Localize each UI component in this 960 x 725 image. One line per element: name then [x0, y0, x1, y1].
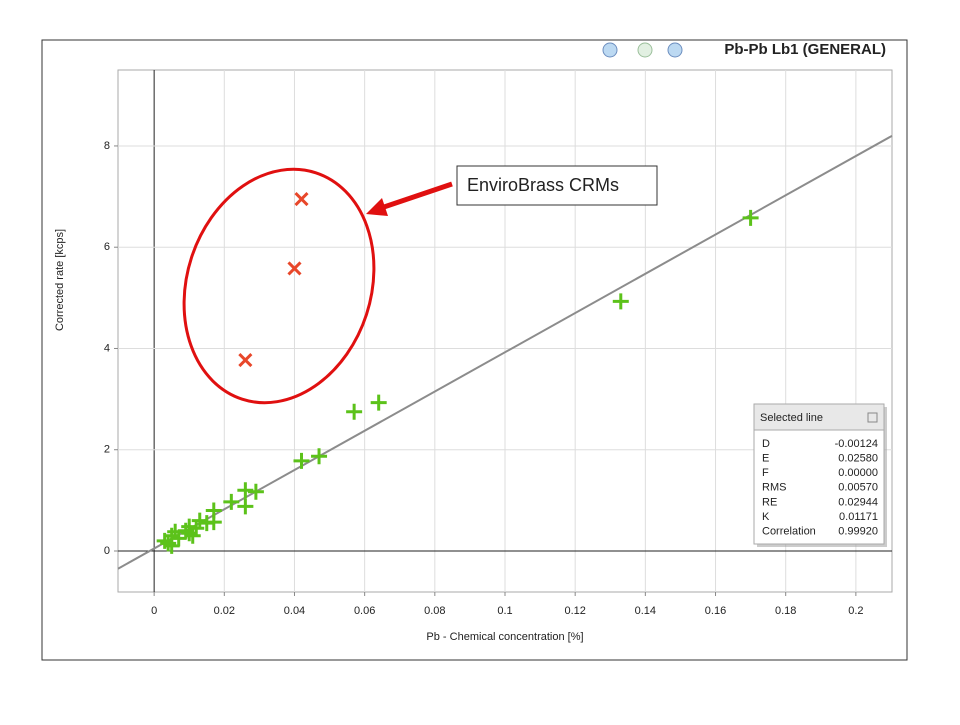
y-tick-label: 4: [104, 342, 110, 354]
y-tick-label: 0: [104, 545, 110, 557]
panel-value: 0.01171: [839, 511, 878, 523]
point: [287, 261, 302, 276]
panel-button[interactable]: [867, 412, 878, 423]
y-axis-label: Corrected rate [kcps]: [54, 229, 66, 331]
zoom-reset[interactable]: [667, 42, 683, 58]
panel-title: Selected line: [760, 412, 823, 424]
zoom-out[interactable]: [637, 42, 653, 58]
x-tick-label: 0.12: [564, 605, 585, 617]
annotation-box: [456, 165, 658, 206]
panel-label: Correlation: [762, 526, 816, 538]
point: [294, 192, 309, 207]
highlight-ellipse: [182, 167, 376, 405]
panel-value: 0.00000: [838, 467, 878, 479]
panel-value: 0.99920: [838, 526, 878, 538]
point: [163, 537, 180, 554]
point: [170, 530, 187, 547]
panel-label: K: [762, 511, 770, 523]
point: [370, 394, 387, 411]
panel-value: 0.02580: [838, 453, 878, 465]
arrow-shaft: [377, 181, 453, 212]
x-tick-label: 0.02: [214, 605, 235, 617]
x-tick-label: 0.08: [424, 605, 445, 617]
y-tick-label: 6: [104, 241, 110, 253]
point: [247, 483, 264, 500]
zoom-in[interactable]: [602, 42, 618, 58]
point: [184, 527, 201, 544]
point: [742, 209, 759, 226]
panel-label: D: [762, 438, 770, 450]
point: [198, 515, 215, 532]
x-tick-label: 0.06: [354, 605, 375, 617]
panel-label: RMS: [762, 482, 786, 494]
point: [181, 525, 198, 542]
panel-value: 0.02944: [838, 496, 878, 508]
panel-header: [753, 403, 885, 431]
x-tick-label: 0.04: [284, 605, 305, 617]
panel-value: 0.00570: [838, 482, 878, 494]
x-tick-label: 0.16: [705, 605, 726, 617]
panel-label: E: [762, 453, 769, 465]
point: [311, 448, 328, 465]
point: [237, 498, 254, 515]
point: [191, 512, 208, 529]
point: [223, 493, 240, 510]
x-tick-label: 0.14: [635, 605, 656, 617]
x-tick-label: 0.2: [848, 605, 863, 617]
y-tick-label: 8: [104, 140, 110, 152]
zoom-icons[interactable]: [602, 42, 683, 58]
selected-line-panel: Selected line D -0.00124 E 0.02580 F 0.00000 R…: [753, 403, 887, 547]
arrow-head: [366, 198, 388, 216]
chart-title: Pb-Pb Lb1 (GENERAL): [724, 41, 886, 58]
point: [346, 403, 363, 420]
panel-label: RE: [762, 496, 777, 508]
point: [237, 482, 254, 499]
x-tick-label: 0: [151, 605, 157, 617]
x-tick-label: 0.18: [775, 605, 796, 617]
x-axis-label: Pb - Chemical concentration [%]: [426, 631, 583, 643]
y-tick-label: 2: [104, 444, 110, 456]
x-tick-label: 0.1: [497, 605, 512, 617]
point: [160, 535, 177, 552]
point: [612, 293, 629, 310]
point: [238, 353, 253, 368]
annotation: EnviroBrass CRMs: [467, 175, 619, 195]
point: [293, 452, 310, 469]
panel-value: -0.00124: [835, 438, 878, 450]
fit-line: [117, 134, 893, 570]
panel-label: F: [762, 467, 769, 479]
